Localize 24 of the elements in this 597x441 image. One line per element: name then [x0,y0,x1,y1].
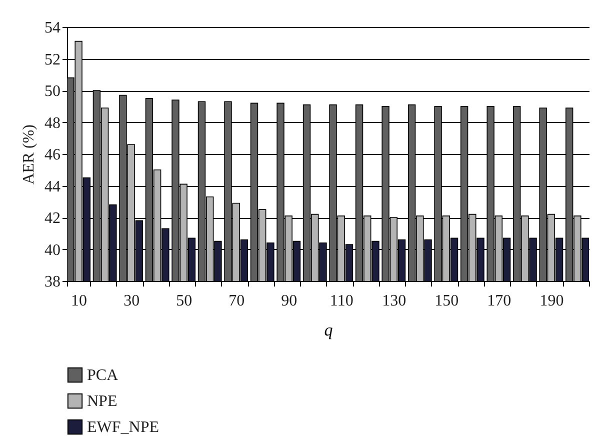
y-tick-label: 38 [44,274,60,290]
y-tick-label: 40 [44,242,60,259]
x-tick-label: 70 [228,292,245,310]
x-tick-label: 130 [382,292,406,310]
legend-label: EWF_NPE [87,419,159,436]
x-tick-label: 50 [176,292,192,310]
x-tick-label: 150 [434,292,459,310]
x-tick-label: 30 [124,292,140,310]
x-tick-label: 110 [330,292,354,310]
legend-label: NPE [87,393,118,410]
y-tick-label: 54 [44,20,60,36]
y-tick-label: 46 [44,146,60,164]
y-tick-label: 52 [44,51,60,68]
x-tick-label: 10 [71,292,88,310]
legend-label: PCA [87,367,119,384]
y-tick-label: 48 [44,114,60,132]
x-tick-label: 190 [540,292,564,310]
x-tick-label: 90 [281,292,298,310]
y-tick-label: 50 [44,83,60,100]
y-tick-label: 44 [44,178,60,196]
x-tick-label: 170 [487,292,512,310]
y-axis-title: AER (%) [20,124,38,184]
x-axis-title: q [324,320,334,340]
y-tick-label: 42 [44,210,60,227]
